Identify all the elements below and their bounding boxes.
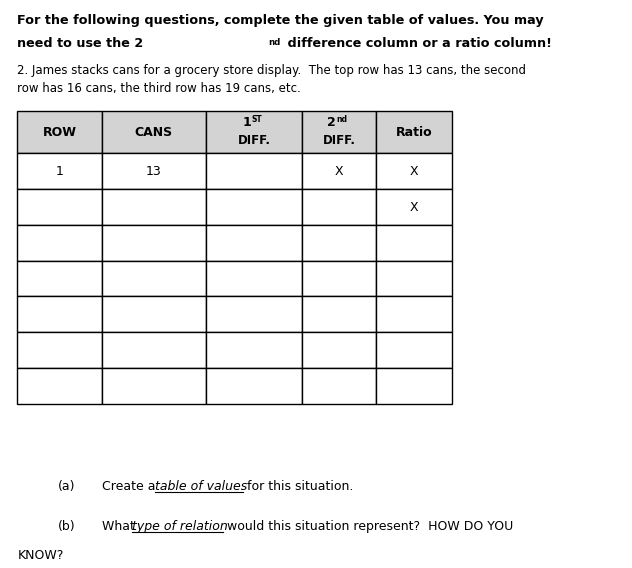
Bar <box>302 296 376 332</box>
Bar <box>376 296 452 332</box>
Bar <box>376 225 452 261</box>
Text: DIFF.: DIFF. <box>322 134 356 147</box>
Bar <box>102 332 206 368</box>
Bar <box>102 296 206 332</box>
Bar <box>376 111 452 153</box>
Text: nd: nd <box>337 115 348 124</box>
Text: What: What <box>102 520 138 533</box>
Text: nd: nd <box>268 38 281 47</box>
Bar <box>18 189 102 225</box>
Text: 13: 13 <box>146 165 162 178</box>
Bar <box>206 189 302 225</box>
Bar <box>206 225 302 261</box>
Bar <box>102 225 206 261</box>
Text: Create a: Create a <box>102 480 159 493</box>
Bar <box>102 261 206 296</box>
Text: difference column or a ratio column!: difference column or a ratio column! <box>283 37 552 50</box>
Text: X: X <box>410 165 418 178</box>
Text: ST: ST <box>252 115 262 124</box>
Text: 1: 1 <box>56 165 63 178</box>
Text: row has 16 cans, the third row has 19 cans, etc.: row has 16 cans, the third row has 19 ca… <box>18 82 301 95</box>
Bar <box>102 368 206 404</box>
Bar <box>206 153 302 189</box>
Text: KNOW?: KNOW? <box>18 549 64 562</box>
Text: would this situation represent?  HOW DO YOU: would this situation represent? HOW DO Y… <box>224 520 514 533</box>
Bar <box>302 332 376 368</box>
Text: CANS: CANS <box>135 126 173 139</box>
Bar <box>206 368 302 404</box>
Text: DIFF.: DIFF. <box>238 134 270 147</box>
Bar <box>376 261 452 296</box>
Bar <box>302 368 376 404</box>
Bar <box>376 189 452 225</box>
Bar <box>206 296 302 332</box>
Bar <box>102 189 206 225</box>
Text: (a): (a) <box>58 480 76 493</box>
Text: X: X <box>335 165 343 178</box>
Bar <box>206 261 302 296</box>
Text: X: X <box>410 201 418 214</box>
Bar <box>18 296 102 332</box>
Bar <box>18 261 102 296</box>
Bar <box>376 368 452 404</box>
Bar <box>206 111 302 153</box>
Bar <box>102 111 206 153</box>
Text: ROW: ROW <box>42 126 76 139</box>
Text: For the following questions, complete the given table of values. You may: For the following questions, complete th… <box>18 14 544 27</box>
Text: 2: 2 <box>327 116 336 129</box>
Bar <box>302 153 376 189</box>
Bar <box>302 261 376 296</box>
Bar <box>206 332 302 368</box>
Text: type of relation: type of relation <box>131 520 228 533</box>
Bar <box>376 153 452 189</box>
Text: Ratio: Ratio <box>396 126 432 139</box>
Text: need to use the 2: need to use the 2 <box>18 37 143 50</box>
Text: for this situation.: for this situation. <box>243 480 353 493</box>
Bar <box>302 111 376 153</box>
Bar <box>18 111 102 153</box>
Bar <box>376 332 452 368</box>
Text: (b): (b) <box>58 520 76 533</box>
Text: table of values: table of values <box>155 480 247 493</box>
Bar <box>18 225 102 261</box>
Bar <box>18 153 102 189</box>
Text: 1: 1 <box>242 116 251 129</box>
Text: 2. James stacks cans for a grocery store display.  The top row has 13 cans, the : 2. James stacks cans for a grocery store… <box>18 64 526 77</box>
Bar <box>302 189 376 225</box>
Bar <box>102 153 206 189</box>
Bar <box>18 332 102 368</box>
Bar <box>302 225 376 261</box>
Bar <box>18 368 102 404</box>
